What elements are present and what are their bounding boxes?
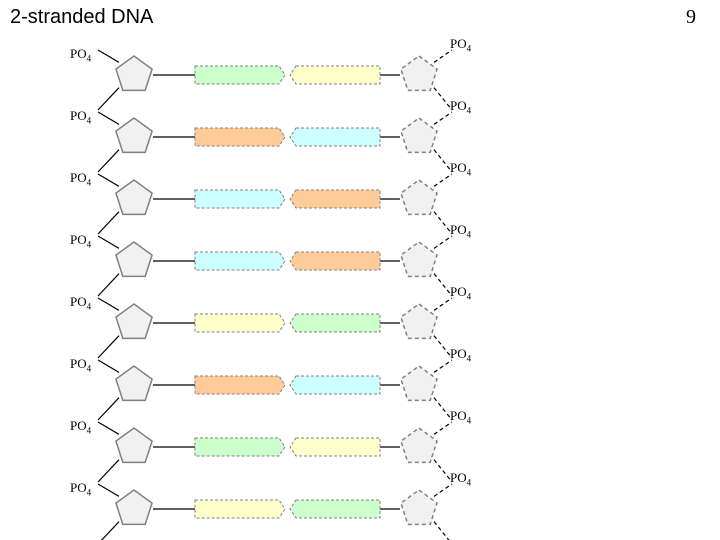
phosphate-label: PO4 <box>70 108 91 126</box>
phosphate-label: PO4 <box>70 356 91 374</box>
phosphate-label: PO4 <box>450 470 471 488</box>
phosphate-label: PO4 <box>70 170 91 188</box>
phosphate-label: PO4 <box>450 160 471 178</box>
phosphate-label: PO4 <box>450 408 471 426</box>
phosphate-label: PO4 <box>70 294 91 312</box>
phosphate-label: PO4 <box>450 346 471 364</box>
phosphate-label: PO4 <box>450 36 471 54</box>
dna-diagram <box>0 0 720 540</box>
phosphate-label: PO4 <box>450 284 471 302</box>
phosphate-label: PO4 <box>70 480 91 498</box>
phosphate-label: PO4 <box>70 46 91 64</box>
phosphate-label: PO4 <box>450 98 471 116</box>
phosphate-label: PO4 <box>70 418 91 436</box>
phosphate-label: PO4 <box>450 222 471 240</box>
phosphate-label: PO4 <box>70 232 91 250</box>
